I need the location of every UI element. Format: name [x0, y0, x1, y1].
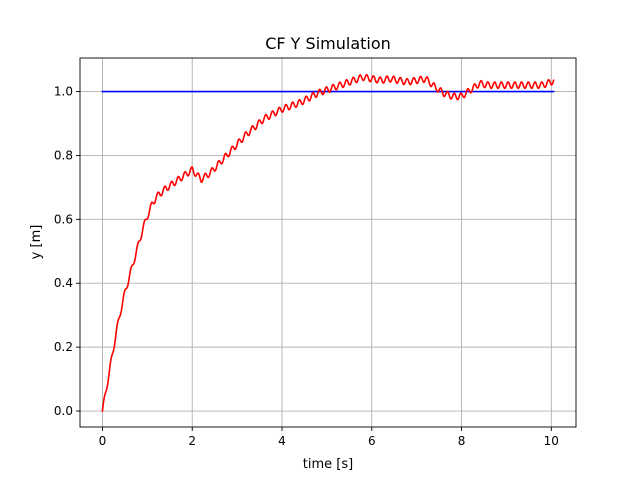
y-axis-label: y [m]	[29, 225, 44, 260]
x-tick-label: 8	[458, 434, 466, 448]
series-layer	[101, 73, 555, 412]
y-tick-label: 0.6	[54, 212, 73, 226]
x-tick-label: 2	[188, 434, 196, 448]
y-tick-label: 0.8	[54, 148, 73, 162]
y-tick-label: 1.0	[54, 85, 73, 99]
y-tick-label: 0.2	[54, 340, 73, 354]
x-tick-label: 6	[368, 434, 376, 448]
x-axis-label: time [s]	[303, 457, 353, 472]
x-tick-label: 10	[544, 434, 559, 448]
response-line	[101, 73, 555, 412]
chart-title: CF Y Simulation	[265, 34, 391, 53]
y-tick-label: 0.0	[54, 404, 73, 418]
grid-lines	[80, 58, 576, 427]
axes-frame	[79, 57, 577, 428]
x-tick-label: 0	[99, 434, 107, 448]
y-tick-label: 0.4	[54, 276, 73, 290]
ticks: 0 2 4 6 8 10 0.0 0.2 0.4 0.6 0.8 1.0	[54, 85, 559, 448]
x-tick-label: 4	[278, 434, 286, 448]
